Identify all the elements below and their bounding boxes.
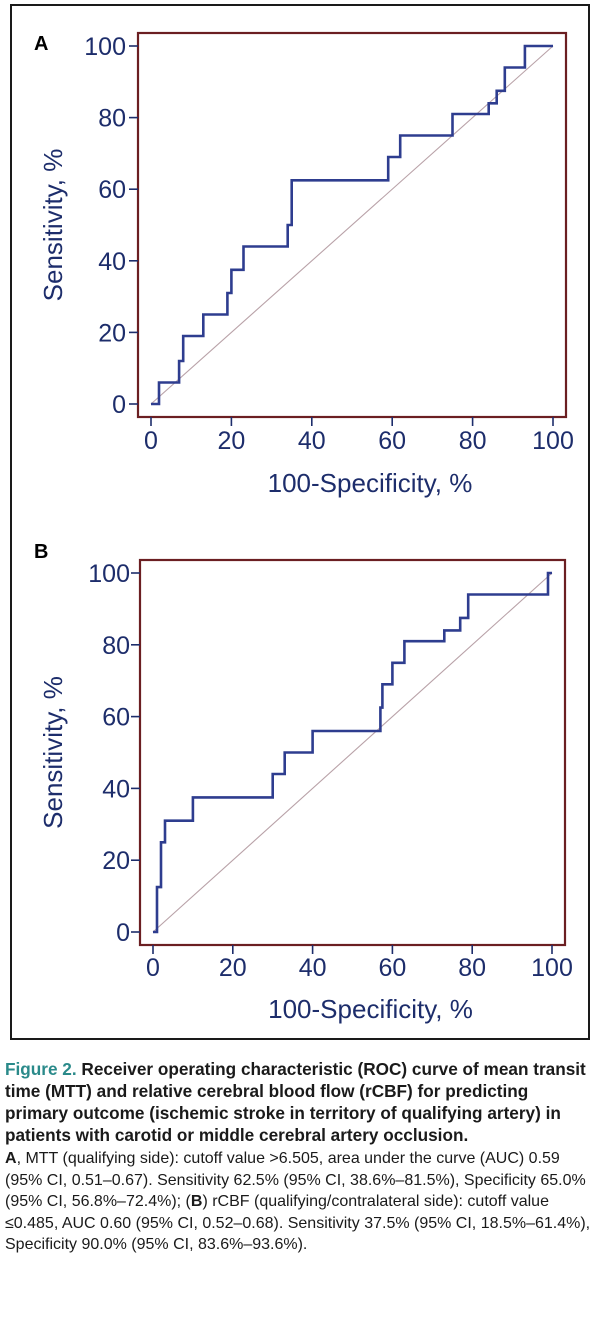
plot-frame <box>138 558 567 947</box>
y-tick-label: 40 <box>102 775 130 803</box>
caption-figure-label: Figure 2. <box>5 1059 77 1079</box>
x-tick-label: 80 <box>459 427 487 455</box>
figure-caption: Figure 2. Receiver operating characteris… <box>5 1058 595 1256</box>
x-tick-label: 60 <box>378 427 406 455</box>
panel-a: A 0 20 40 60 80 100 0 20 40 60 80 100 100-Specificity… <box>34 31 574 498</box>
y-tick-label: 0 <box>116 919 130 947</box>
x-tick-label: 0 <box>144 427 158 455</box>
x-axis-title: 100-Specificity, % <box>268 468 473 498</box>
caption-panel-b-letter: B <box>190 1193 203 1210</box>
x-tick-label: 20 <box>217 427 245 455</box>
y-axis-title: Sensitivity, % <box>38 149 68 302</box>
panel-b: B 0 20 40 60 80 100 0 20 40 60 80 100 100-Specificity… <box>34 541 573 1024</box>
panel-letter: B <box>34 541 48 563</box>
plot-frame <box>136 31 568 419</box>
x-tick-label: 100 <box>532 427 574 455</box>
caption-panel-a-text: , MTT (qualifying side): cutoff value >6… <box>5 1150 586 1210</box>
y-tick-label: 100 <box>84 33 126 61</box>
panel-letter: A <box>34 33 48 55</box>
y-tick-label: 60 <box>98 176 126 204</box>
y-tick-label: 20 <box>98 319 126 347</box>
x-tick-label: 100 <box>531 954 573 982</box>
x-tick-label: 60 <box>378 954 406 982</box>
y-tick-label: 80 <box>98 105 126 133</box>
caption-body: A, MTT (qualifying side): cutoff value >… <box>5 1148 595 1256</box>
caption-panel-b-text: ) rCBF (qualifying/contralateral side): … <box>5 1193 591 1253</box>
roc-curve <box>151 44 553 406</box>
x-tick-label: 0 <box>146 954 160 982</box>
roc-figure: A 0 20 40 60 80 100 0 20 40 60 80 100 100-Specificity… <box>34 31 574 1024</box>
y-tick-label: 40 <box>98 248 126 276</box>
y-tick-label: 80 <box>102 632 130 660</box>
caption-title: Figure 2. Receiver operating characteris… <box>5 1058 595 1146</box>
x-tick-label: 20 <box>219 954 247 982</box>
reference-diagonal <box>152 572 553 933</box>
y-axis-title: Sensitivity, % <box>38 676 68 829</box>
caption-panel-a-letter: A <box>5 1150 17 1167</box>
caption-title-text: Receiver operating characteristic (ROC) … <box>5 1059 586 1145</box>
y-tick-label: 20 <box>102 847 130 875</box>
y-tick-label: 0 <box>112 391 126 419</box>
x-tick-label: 80 <box>458 954 486 982</box>
figure-frame <box>10 4 590 1040</box>
x-tick-label: 40 <box>298 427 326 455</box>
x-tick-label: 40 <box>299 954 327 982</box>
x-axis-title: 100-Specificity, % <box>268 994 473 1024</box>
y-tick-label: 60 <box>102 704 130 732</box>
y-tick-label: 100 <box>88 560 130 588</box>
roc-curve <box>153 571 552 934</box>
reference-diagonal <box>150 45 554 405</box>
